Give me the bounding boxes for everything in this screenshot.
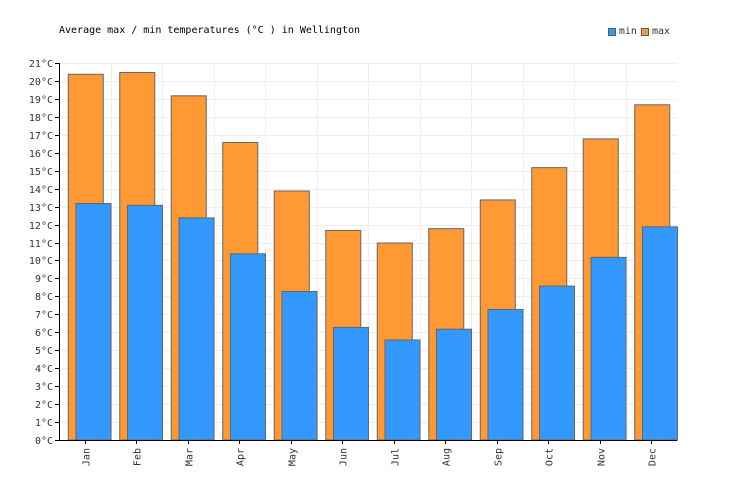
bar-min-apr [229,253,266,441]
y-tick-label: 8°C [35,292,53,303]
x-tick-label-mar: Mar [185,448,196,466]
x-tick-label-dec: Dec [648,448,659,466]
y-tick-label: 10°C [29,256,53,267]
x-tick-label-jul: Jul [391,448,402,466]
bar-min-aug [435,328,473,441]
x-tick-label-nov: Nov [597,448,608,466]
x-tick-label-apr: Apr [236,448,247,466]
bar-min-may [281,290,318,441]
legend-swatch-max [640,27,649,36]
x-tick-label-aug: Aug [442,448,453,466]
bar-min-dec [641,226,678,441]
x-tick-label-may: May [288,448,299,466]
x-tick-label-jun: Jun [339,448,350,466]
y-tick-label: 3°C [35,382,53,393]
y-tick-label: 7°C [35,310,53,321]
y-tick-label: 19°C [29,95,53,106]
y-tick-label: 6°C [35,328,53,339]
y-tick-label: 21°C [29,59,53,70]
x-tick-label-sep: Sep [494,448,505,466]
bar-min-oct [538,285,575,441]
y-tick-label: 4°C [35,364,53,375]
legend-label-min: min [618,26,637,37]
legend-item-min: min [607,26,637,37]
bar-min-nov [590,256,627,441]
x-tick-label-feb: Feb [133,448,144,466]
y-tick-label: 18°C [29,113,53,124]
y-tick-label: 2°C [35,400,53,411]
bar-min-feb [126,204,164,441]
bar-min-sep [487,308,524,441]
y-tick-label: 15°C [29,167,53,178]
y-tick-label: 14°C [29,185,53,196]
bar-min-jul [384,339,421,441]
x-tick-label-jan: Jan [82,448,93,466]
chart-legend: min max [607,26,670,37]
bar-min-jan [75,203,112,441]
y-tick-label: 5°C [35,346,53,357]
legend-item-max: max [640,26,670,37]
y-tick-label: 16°C [29,149,53,160]
y-tick-label: 11°C [29,239,53,250]
x-tick-label-oct: Oct [545,448,556,466]
bar-min-mar [178,217,215,441]
legend-swatch-min [607,27,616,36]
legend-label-max: max [651,26,670,37]
y-tick-label: 20°C [29,77,53,88]
y-tick-label: 1°C [35,418,53,429]
y-tick-label: 9°C [35,274,53,285]
y-tick-label: 17°C [29,131,53,142]
bar-min-jun [332,326,370,441]
chart-title: Average max / min temperatures (°C ) in … [59,25,361,36]
y-tick-label: 12°C [29,221,53,232]
y-tick-label: 0°C [35,436,53,447]
y-tick-label: 13°C [29,203,53,214]
